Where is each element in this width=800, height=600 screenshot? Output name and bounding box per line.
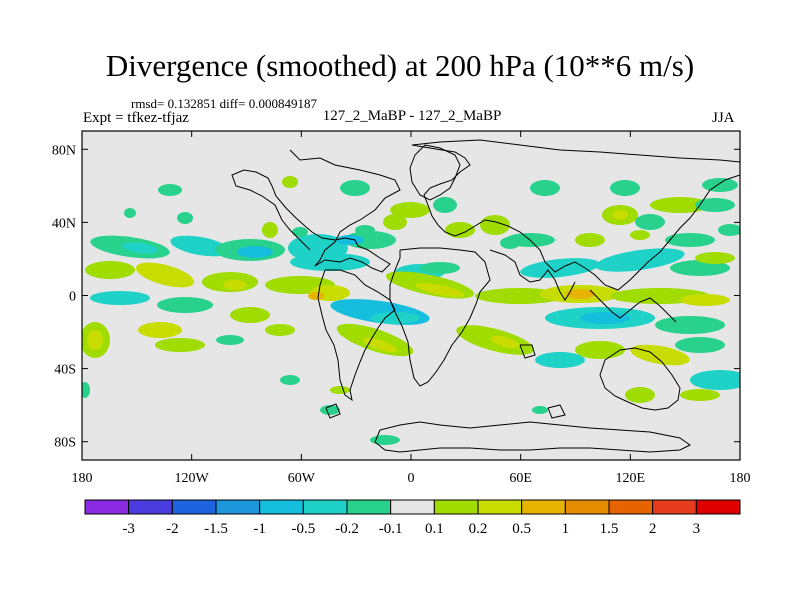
colorbar-label: 3 (693, 521, 701, 537)
colorbar-label: -2 (166, 521, 179, 537)
colorbar-label: 0.2 (469, 521, 488, 537)
colorbar-label: -0.2 (335, 521, 359, 537)
coastline-australia (599, 347, 681, 411)
coastline-southeast-asia (589, 289, 677, 323)
colorbar-label: -1 (253, 521, 266, 537)
x-tick-label: 60W (288, 471, 316, 486)
coastline-arabia-india (489, 249, 576, 301)
colorbar-swatch (128, 499, 173, 515)
stats-text: rmsd= 0.132851 diff= 0.000849187 (131, 96, 317, 111)
colorbar-swatch (259, 499, 304, 515)
colorbar-swatch (564, 499, 610, 515)
coastline-antarctica (374, 421, 691, 453)
colorbar-label: 0.1 (425, 521, 444, 537)
coastline-islands (325, 344, 566, 419)
colorbar-swatch (215, 499, 261, 515)
coastline-eurasia (411, 139, 740, 291)
colorbar-label: 1.5 (600, 521, 619, 537)
colorbar-label: -1.5 (204, 521, 228, 537)
colorbar-label: -0.1 (379, 521, 403, 537)
y-tick-label: 80N (52, 143, 76, 158)
colorbar-swatch (171, 499, 217, 515)
colorbar-label: 2 (649, 521, 657, 537)
contour-blobs-equator (85, 261, 730, 306)
colorbar-swatch (302, 499, 348, 515)
colorbar-label: 1 (562, 521, 570, 537)
x-tick-label: 120W (175, 471, 210, 486)
season-label: JJA (712, 110, 735, 126)
x-tick-label: 120E (616, 471, 646, 486)
x-tick-label: 180 (72, 471, 93, 486)
coastline-north-america (231, 149, 401, 273)
coastline-south-america (317, 269, 396, 402)
plot-title: Divergence (smoothed) at 200 hPa (10**6 … (105, 48, 695, 83)
colorbar-swatch (433, 499, 479, 515)
colorbar-swatch (608, 499, 654, 515)
x-tick-label: 180 (730, 471, 751, 486)
colorbar-swatch (390, 499, 435, 515)
axis-ticks: 80N 40N 0 40S 80S 180 120W 60W 0 60E 120E 180 (52, 131, 751, 486)
coastline-greenland (409, 144, 461, 201)
y-tick-label: 40S (54, 363, 76, 378)
colorbar: -3 -2 -1.5 -1 -0.5 -0.2 -0.1 0.1 0.2 0.5 1 1.5 2 3 (84, 499, 741, 537)
coastline-africa (389, 247, 491, 387)
comparison-label: 127_2_MaBP - 127_2_MaBP (322, 108, 502, 124)
y-tick-label: 0 (69, 290, 76, 305)
colorbar-swatch (477, 499, 523, 515)
colorbar-label: -0.5 (291, 521, 315, 537)
colorbar-swatch (652, 499, 697, 515)
y-tick-label: 80S (54, 436, 76, 451)
colorbar-label: -3 (122, 521, 135, 537)
colorbar-swatch (695, 499, 741, 515)
colorbar-swatch (521, 499, 566, 515)
coastlines (231, 139, 740, 453)
contour-blobs-midlat (124, 176, 740, 249)
colorbar-swatch (346, 499, 392, 515)
x-tick-label: 60E (509, 471, 532, 486)
y-tick-label: 40N (52, 216, 76, 231)
colorbar-label: 0.5 (512, 521, 531, 537)
experiment-label: Expt = tfkez-tfjaz (83, 110, 189, 126)
x-tick-label: 0 (408, 471, 415, 486)
colorbar-swatch (84, 499, 130, 515)
